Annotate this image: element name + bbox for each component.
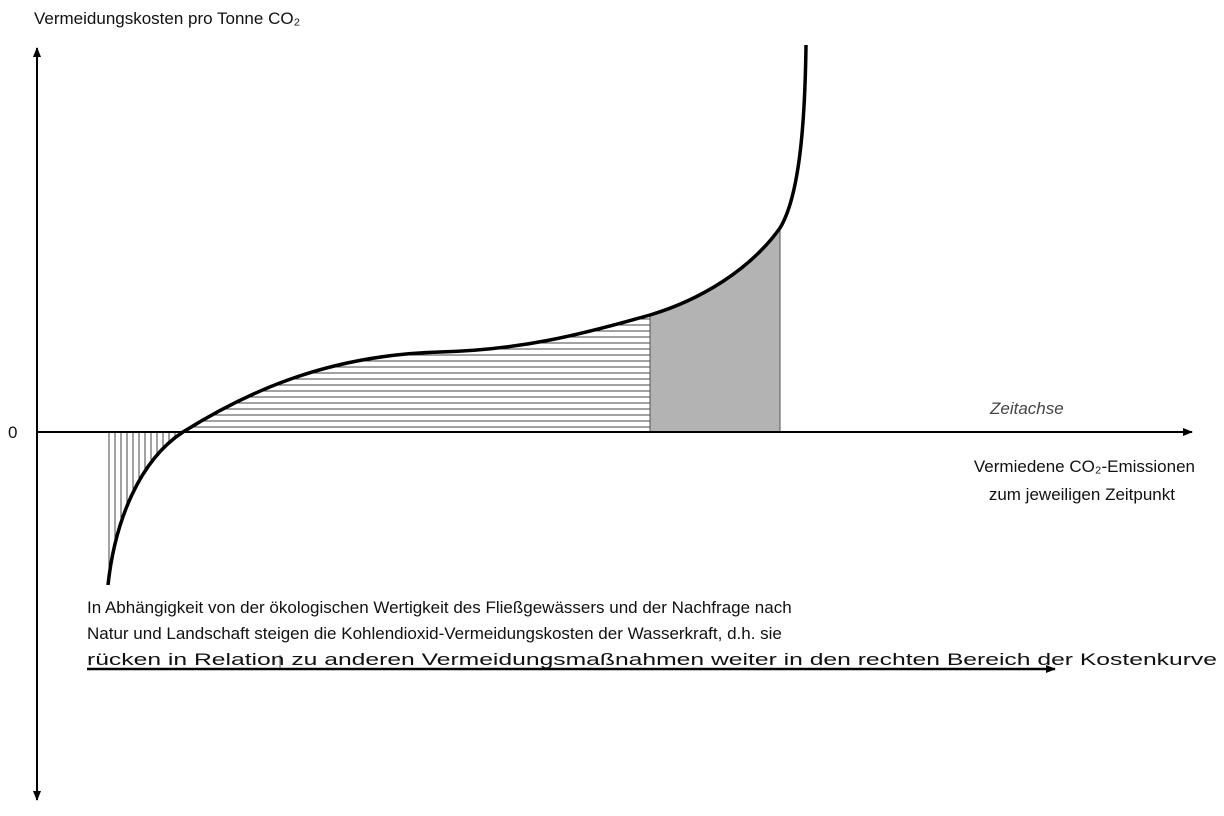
caption-line: rücken in Relation zu anderen Vermeidung… [87,650,1217,669]
x-axis-label: Vermiedene CO₂-Emissionen [974,457,1195,476]
shaded-areas [108,200,780,585]
y-axis-label: Vermeidungskosten pro Tonne CO₂ [34,9,300,28]
cost-curve [106,44,808,586]
x-axis-label: zum jeweiligen Zeitpunkt [989,485,1175,504]
time-axis-label: Zeitachse [989,399,1064,418]
caption-line: In Abhängigkeit von der ökologischen Wer… [87,598,792,617]
hydropower-area [650,200,780,432]
negative-cost-hatch [108,380,183,585]
zero-label: 0 [8,423,17,442]
caption-line: Natur und Landschaft steigen die Kohlend… [87,624,782,643]
positive-cost-hatch [183,300,650,432]
